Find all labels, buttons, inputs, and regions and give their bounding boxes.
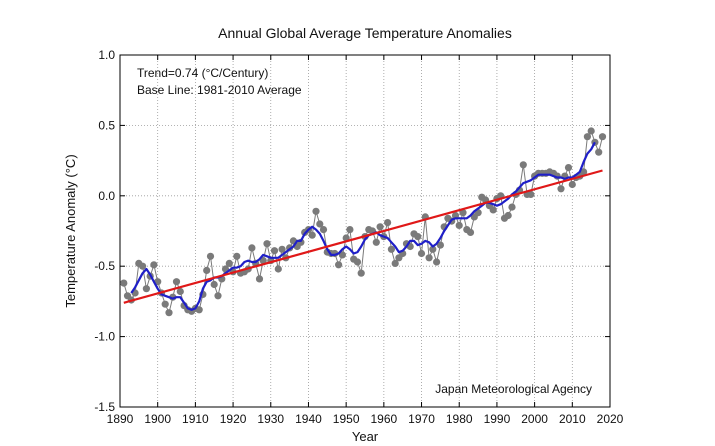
annual-anomaly-point bbox=[335, 261, 343, 269]
x-tick-label: 1900 bbox=[144, 412, 171, 426]
annual-anomaly-point bbox=[489, 206, 497, 214]
x-tick-label: 1890 bbox=[107, 412, 134, 426]
annual-anomaly-point bbox=[274, 265, 282, 273]
annual-anomaly-point bbox=[142, 285, 150, 293]
source-annotation: Japan Meteorological Agency bbox=[435, 382, 592, 396]
annual-anomaly-point bbox=[414, 233, 422, 241]
annual-anomaly-point bbox=[387, 245, 395, 253]
annual-anomaly-point bbox=[203, 266, 211, 274]
annual-anomaly-point bbox=[384, 219, 392, 227]
x-tick-label: 2000 bbox=[521, 412, 548, 426]
annual-anomaly-point bbox=[417, 249, 426, 258]
annual-anomaly-point bbox=[564, 164, 573, 172]
y-axis-tick-labels: 1.0 0.5 0.0 -0.5 -1.0 -1.5 bbox=[94, 48, 115, 414]
annual-anomaly-point bbox=[308, 231, 316, 239]
x-tick-label: 1960 bbox=[370, 412, 397, 426]
annual-anomaly-point bbox=[433, 258, 441, 266]
x-axis-tick-labels: 1890 1900 1910 1920 1930 1940 1950 1960 1970 1980… bbox=[107, 412, 624, 426]
y-axis-label: Temperature Anomaly (°C) bbox=[63, 154, 78, 307]
x-tick-label: 1970 bbox=[408, 412, 435, 426]
annual-anomaly-point bbox=[165, 309, 173, 317]
annual-anomaly-point bbox=[504, 211, 512, 220]
annual-anomaly-point bbox=[206, 252, 215, 260]
x-tick-label: 1980 bbox=[446, 412, 473, 426]
annual-anomaly-point bbox=[376, 223, 384, 231]
five-year-running-mean-line bbox=[130, 141, 596, 311]
data-series bbox=[120, 127, 607, 317]
annual-anomaly-point bbox=[580, 168, 588, 176]
annual-anomaly-point bbox=[568, 180, 576, 189]
y-tick-label: 1.0 bbox=[98, 48, 115, 62]
annual-anomaly-point bbox=[557, 185, 565, 193]
annual-anomaly-point bbox=[278, 245, 286, 253]
annual-anomaly-point bbox=[233, 252, 241, 260]
annual-anomaly-point bbox=[312, 207, 320, 215]
annual-anomaly-point bbox=[519, 161, 527, 169]
annual-anomaly-point bbox=[316, 220, 324, 228]
annual-anomaly-point bbox=[225, 259, 233, 267]
annual-anomaly-point bbox=[455, 221, 463, 229]
annual-anomaly-point bbox=[214, 292, 222, 300]
annual-anomaly-point bbox=[466, 228, 475, 236]
y-tick-label: -1.5 bbox=[94, 400, 115, 414]
x-tick-label: 1920 bbox=[220, 412, 247, 426]
long-term-trend-line bbox=[123, 169, 603, 304]
annual-anomaly-point bbox=[259, 257, 267, 265]
x-tick-label: 1990 bbox=[484, 412, 511, 426]
y-tick-label: 0.5 bbox=[98, 118, 115, 132]
baseline-annotation: Base Line: 1981-2010 Average bbox=[137, 83, 302, 97]
trend-annotation: Trend=0.74 (°C/Century) bbox=[137, 66, 268, 80]
annual-anomaly-point bbox=[459, 209, 467, 217]
x-tick-label: 1950 bbox=[333, 412, 360, 426]
annual-anomaly-point bbox=[587, 127, 595, 135]
annual-anomaly-point bbox=[210, 280, 218, 289]
annual-anomaly-point bbox=[508, 203, 516, 211]
plot-frame bbox=[119, 54, 611, 408]
annual-anomaly-point bbox=[338, 251, 346, 259]
annual-anomaly-point bbox=[172, 278, 181, 286]
annual-anomaly-point bbox=[372, 238, 380, 246]
y-tick-label: 0.0 bbox=[98, 189, 115, 203]
annual-anomaly-point bbox=[263, 240, 271, 248]
annual-anomaly-point bbox=[527, 190, 535, 198]
annual-anomaly-point bbox=[353, 258, 362, 266]
x-axis-label: Year bbox=[352, 429, 379, 444]
annual-anomaly-point bbox=[120, 279, 128, 287]
annual-anomaly-point bbox=[595, 148, 603, 156]
annual-anomaly-point bbox=[150, 261, 158, 269]
chart-title: Annual Global Average Temperature Anomal… bbox=[218, 25, 512, 41]
annual-anomaly-point bbox=[270, 247, 279, 255]
x-tick-label: 1940 bbox=[295, 412, 322, 426]
annual-anomaly-point bbox=[176, 287, 184, 296]
annual-anomaly-point bbox=[436, 241, 444, 249]
x-tick-label: 2020 bbox=[597, 412, 624, 426]
annual-anomaly-point bbox=[319, 226, 328, 234]
x-tick-label: 1910 bbox=[182, 412, 209, 426]
annual-anomaly-point bbox=[248, 244, 256, 252]
axis-ticks bbox=[119, 54, 611, 408]
annual-anomaly-point bbox=[255, 275, 264, 283]
x-tick-label: 1930 bbox=[257, 412, 284, 426]
y-tick-label: -0.5 bbox=[94, 259, 115, 273]
y-tick-label: -1.0 bbox=[94, 330, 115, 344]
annual-anomaly-point bbox=[195, 306, 203, 314]
annual-anomaly-point bbox=[357, 269, 365, 277]
annual-anomaly-point bbox=[598, 133, 607, 141]
annual-anomaly-point bbox=[425, 254, 433, 262]
annual-anomaly-point bbox=[161, 300, 169, 308]
annual-anomaly-point bbox=[429, 245, 437, 253]
x-tick-label: 2010 bbox=[559, 412, 586, 426]
annual-anomaly-point bbox=[583, 133, 592, 141]
annual-anomaly-point bbox=[139, 262, 147, 270]
annual-anomaly-point bbox=[346, 226, 354, 234]
annual-anomaly-point bbox=[391, 259, 399, 267]
